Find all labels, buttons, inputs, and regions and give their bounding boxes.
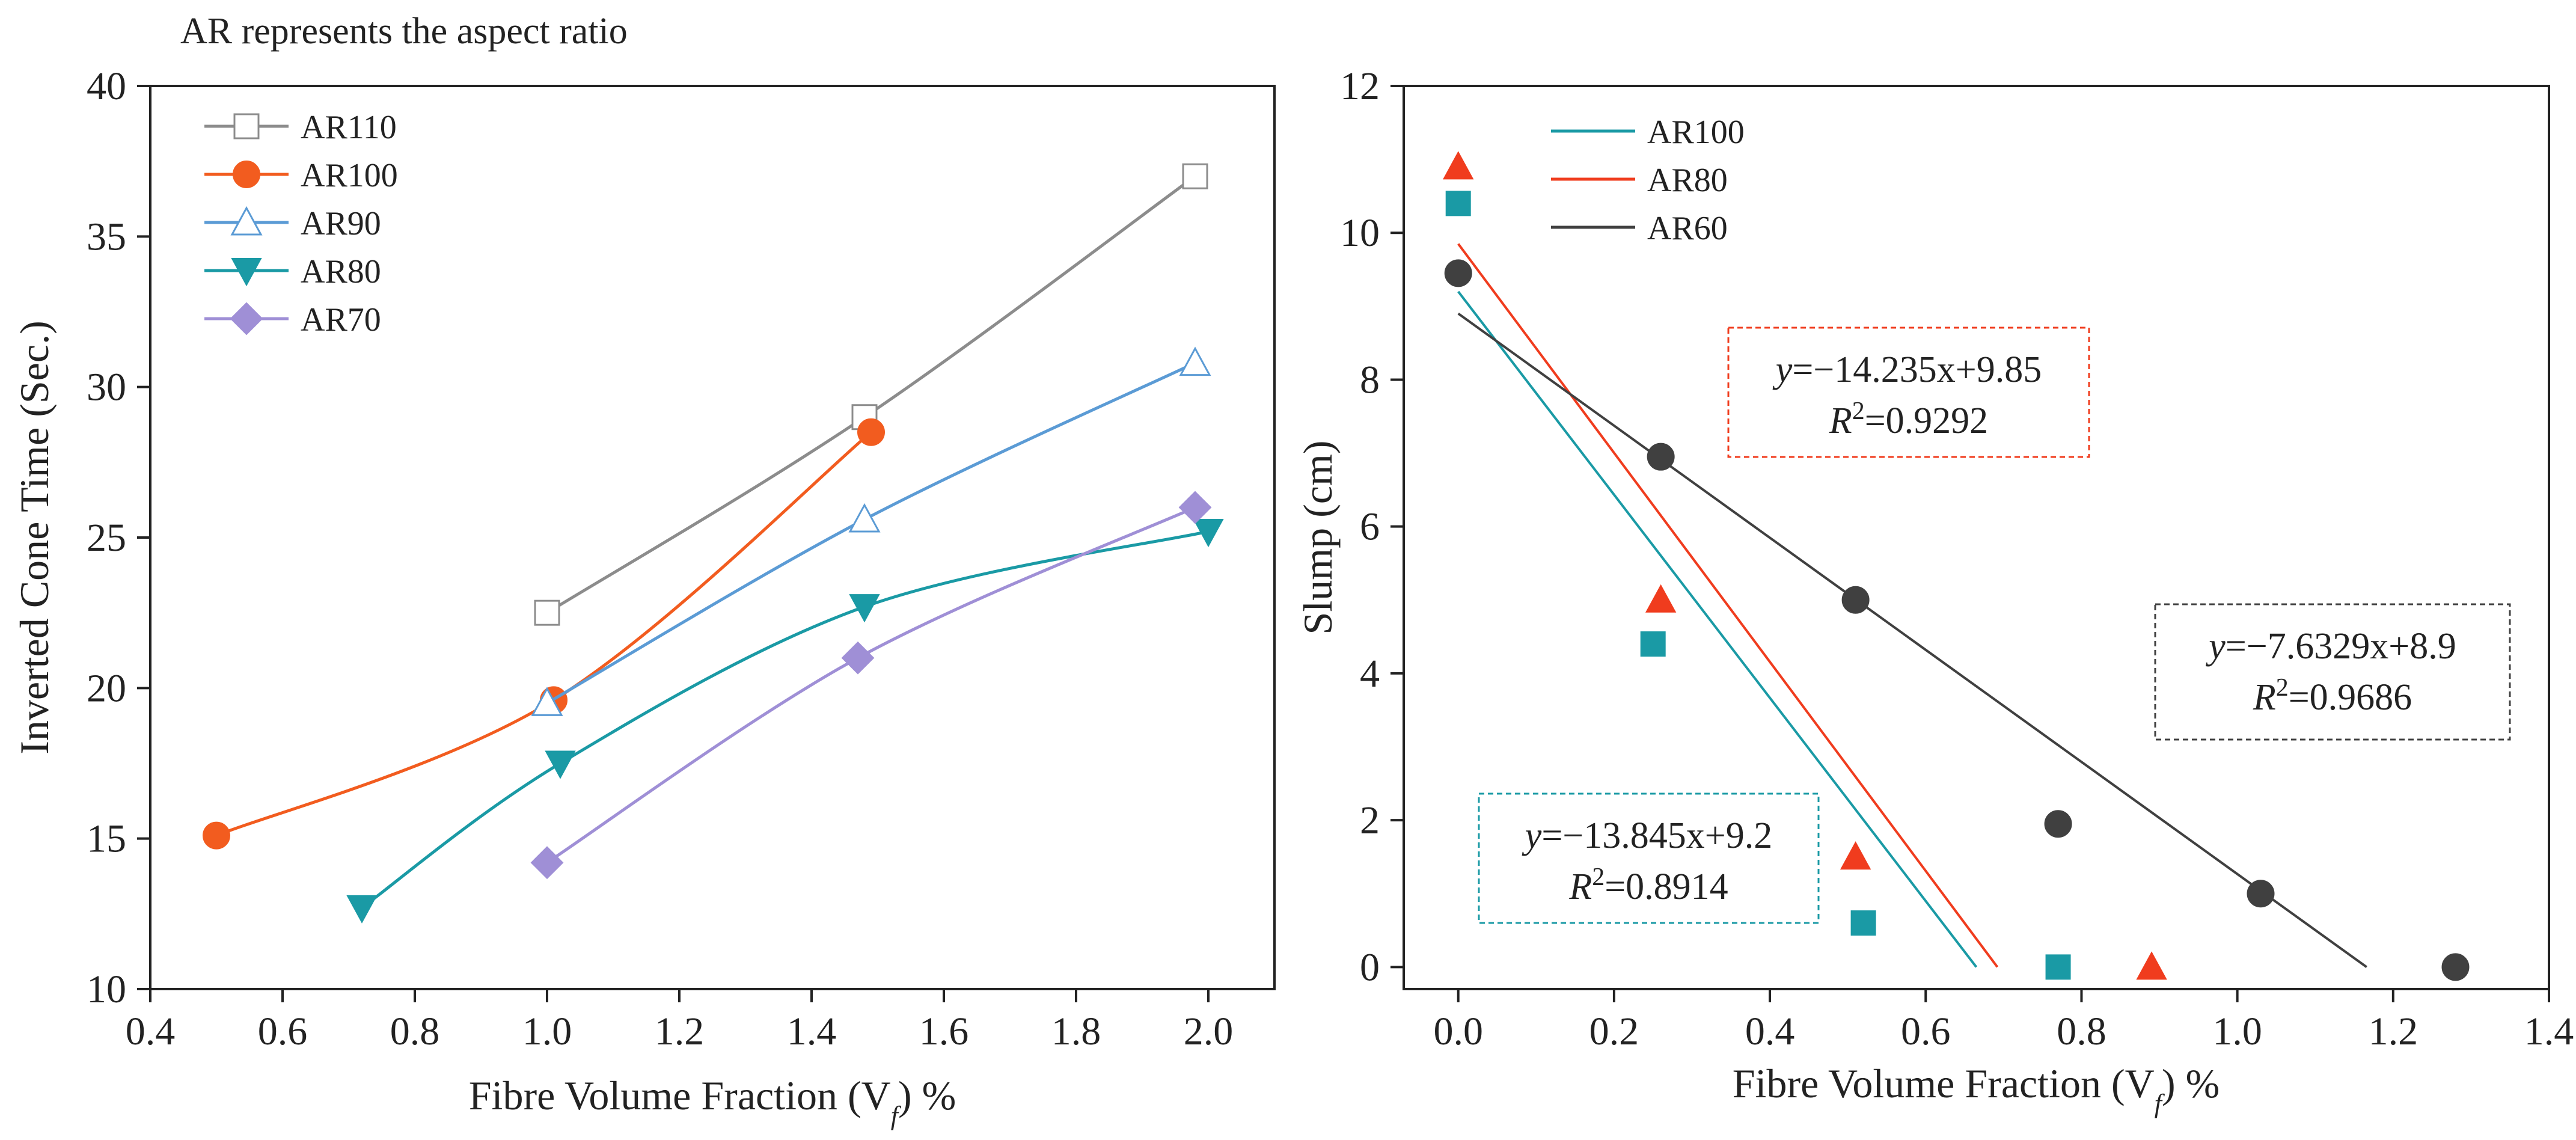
left-y-tick-label: 35 bbox=[87, 215, 126, 259]
left-x-tick-label: 1.8 bbox=[1051, 1010, 1101, 1053]
left-point-ar80 bbox=[849, 594, 880, 623]
right-x-tick-label: 0.8 bbox=[2057, 1010, 2106, 1053]
right-legend-label-ar60: AR60 bbox=[1647, 210, 1728, 247]
left-x-tick-label: 1.0 bbox=[522, 1010, 572, 1053]
equation-box-ar80: y=−14.235x+9.85 R2=0.9292 bbox=[1727, 326, 2090, 458]
right-x-tick-label: 0.4 bbox=[1745, 1010, 1795, 1053]
right-y-tick-label: 10 bbox=[1340, 211, 1380, 255]
right-fit-line-ar80 bbox=[1457, 243, 1999, 968]
right-y-tick-label: 2 bbox=[1360, 798, 1380, 842]
left-x-tick-label: 0.8 bbox=[390, 1010, 440, 1053]
right-y-tick-label: 4 bbox=[1360, 652, 1380, 696]
right-x-axis-title: Fibre Volume Fraction (Vf) % bbox=[1733, 1061, 2220, 1118]
right-point-ar60 bbox=[1841, 586, 1870, 614]
right-x-tick-label: 1.0 bbox=[2212, 1010, 2262, 1053]
right-legend-label-ar80: AR80 bbox=[1647, 162, 1728, 199]
left-legend-marker-ar90 bbox=[230, 206, 263, 236]
equation-r2-ar60: R2=0.9686 bbox=[2253, 674, 2412, 718]
right-point-ar60 bbox=[2044, 810, 2072, 838]
right-y-axis-title: Slump (cm) bbox=[1295, 441, 1341, 635]
right-point-ar80 bbox=[1840, 841, 1871, 870]
equation-formula-ar60: y=−7.6329x+8.9 bbox=[2205, 626, 2456, 667]
left-legend-label-ar70: AR70 bbox=[301, 301, 381, 339]
right-point-ar100 bbox=[1640, 631, 1666, 657]
slump-chart: 0.0 0.2 0.4 0.6 0.8 1.0 1.2 1.4 0 2 4 6 8 10 12 AR100 A… bbox=[1295, 64, 2574, 1118]
equation-box-ar100: y=−13.845x+9.2 R2=0.8914 bbox=[1478, 792, 1820, 924]
right-fit-line-ar100 bbox=[1457, 290, 1978, 968]
inverted-cone-chart: 0.4 0.6 0.8 1.0 1.2 1.4 1.6 1.8 2.0 10 15 20 25 30 35 4… bbox=[11, 64, 1276, 1130]
left-y-tick-label: 20 bbox=[87, 666, 126, 710]
left-y-tick-label: 15 bbox=[87, 817, 126, 861]
left-y-tick-label: 40 bbox=[87, 64, 126, 108]
left-point-ar70 bbox=[530, 846, 564, 880]
right-x-tick-label: 0.0 bbox=[1433, 1010, 1483, 1053]
left-x-tick-label: 1.6 bbox=[919, 1010, 969, 1053]
right-point-ar80 bbox=[1645, 584, 1677, 613]
right-x-tick-label: 1.2 bbox=[2369, 1010, 2418, 1053]
left-point-ar90 bbox=[848, 503, 881, 533]
left-y-axis-title: Inverted Cone Time (Sec.) bbox=[11, 320, 57, 754]
right-x-tick-label: 0.2 bbox=[1589, 1010, 1639, 1053]
left-point-ar90 bbox=[531, 687, 563, 716]
right-point-ar100 bbox=[1850, 910, 1876, 936]
left-point-ar70 bbox=[1178, 491, 1212, 524]
right-y-tick-label: 0 bbox=[1360, 945, 1380, 989]
right-y-tick-label: 6 bbox=[1360, 505, 1380, 549]
right-x-tick-label: 0.6 bbox=[1901, 1010, 1951, 1053]
left-series-line-ar80 bbox=[361, 530, 1209, 909]
left-point-ar90 bbox=[1179, 346, 1211, 376]
equation-frame-ar80 bbox=[1727, 326, 2090, 458]
right-point-ar60 bbox=[1647, 443, 1675, 471]
left-point-ar70 bbox=[841, 641, 875, 675]
right-point-ar100 bbox=[1445, 191, 1471, 216]
left-legend-label-ar110: AR110 bbox=[301, 109, 397, 146]
left-x-tick-label: 2.0 bbox=[1184, 1010, 1234, 1053]
right-y-tick-label: 12 bbox=[1340, 64, 1380, 108]
right-plot-frame bbox=[1403, 85, 2550, 990]
left-x-tick-label: 1.2 bbox=[655, 1010, 705, 1053]
left-y-tick-label: 30 bbox=[87, 366, 126, 409]
left-point-ar80 bbox=[545, 750, 576, 779]
left-point-ar80 bbox=[346, 895, 378, 924]
left-point-ar80 bbox=[1193, 518, 1224, 548]
left-point-ar110 bbox=[534, 599, 560, 626]
equation-r2-ar100: R2=0.8914 bbox=[1568, 863, 1728, 907]
right-y-tick-label: 8 bbox=[1360, 358, 1380, 402]
equation-r2-ar80: R2=0.9292 bbox=[1829, 397, 1988, 441]
right-point-ar60 bbox=[1444, 259, 1472, 287]
right-fit-line-ar60 bbox=[1457, 312, 2367, 968]
left-legend-marker-ar70 bbox=[230, 302, 263, 336]
left-legend-label-ar90: AR90 bbox=[301, 205, 381, 242]
right-point-ar80 bbox=[1443, 151, 1474, 180]
left-point-ar110 bbox=[1182, 163, 1208, 189]
left-legend-label-ar80: AR80 bbox=[301, 253, 381, 290]
left-series-line-ar70 bbox=[546, 506, 1196, 864]
equation-frame-ar60 bbox=[2154, 603, 2511, 741]
aspect-ratio-note: AR represents the aspect ratio bbox=[180, 11, 628, 52]
left-legend-marker-ar80 bbox=[231, 258, 262, 287]
left-point-ar100 bbox=[203, 821, 230, 850]
left-x-tick-label: 0.6 bbox=[258, 1010, 308, 1053]
equation-formula-ar100: y=−13.845x+9.2 bbox=[1522, 815, 1772, 856]
left-y-tick-label: 25 bbox=[87, 516, 126, 560]
left-x-axis-title: Fibre Volume Fraction (Vf) % bbox=[469, 1073, 956, 1130]
equation-formula-ar80: y=−14.235x+9.85 bbox=[1772, 349, 2042, 390]
left-legend-label-ar100: AR100 bbox=[301, 157, 398, 194]
right-point-ar60 bbox=[2441, 953, 2470, 981]
right-legend-label-ar100: AR100 bbox=[1647, 114, 1745, 151]
right-x-tick-label: 1.4 bbox=[2524, 1010, 2574, 1053]
left-x-tick-label: 1.4 bbox=[787, 1010, 837, 1053]
equation-box-ar60: y=−7.6329x+8.9 R2=0.9686 bbox=[2154, 603, 2511, 741]
equation-frame-ar100 bbox=[1478, 792, 1820, 924]
left-legend-marker-ar110 bbox=[233, 113, 260, 139]
left-point-ar100 bbox=[857, 418, 885, 446]
right-point-ar80 bbox=[2136, 951, 2167, 980]
left-x-tick-label: 0.4 bbox=[126, 1010, 176, 1053]
left-y-tick-label: 10 bbox=[87, 967, 126, 1011]
right-point-ar100 bbox=[2045, 954, 2071, 980]
left-legend-marker-ar100 bbox=[233, 161, 260, 188]
right-point-ar60 bbox=[2247, 880, 2275, 908]
